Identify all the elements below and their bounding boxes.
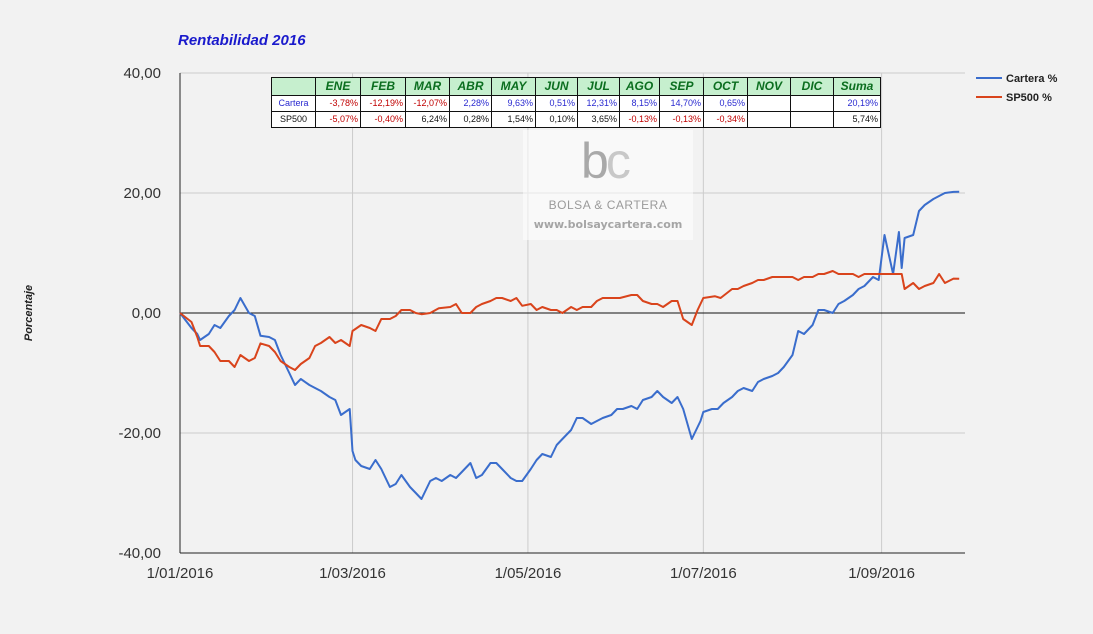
table-cell [747, 111, 791, 128]
x-tick-label: 1/05/2016 [495, 565, 562, 582]
y-tick-label: 0,00 [132, 305, 161, 322]
x-tick-label: 1/03/2016 [319, 565, 386, 582]
chart-title: Rentabilidad 2016 [178, 32, 306, 49]
table-cell: 0,10% [535, 111, 578, 128]
watermark: bc BOLSA & CARTERA www.bolsaycartera.com [523, 130, 693, 240]
table-column-header: DIC [790, 77, 834, 96]
table-cell: -12,19% [360, 95, 406, 112]
watermark-logo-b: b [581, 133, 609, 189]
table-cell: 8,15% [619, 95, 660, 112]
table-cell [790, 111, 834, 128]
table-cell: 6,24% [405, 111, 450, 128]
y-tick-label: -40,00 [118, 545, 161, 562]
table-column-header: ABR [449, 77, 492, 96]
legend: Cartera % SP500 % [976, 73, 1058, 104]
table-column-header: OCT [703, 77, 748, 96]
table-cell: 9,63% [491, 95, 536, 112]
table-cell: -0,13% [619, 111, 660, 128]
table-cell: 2,28% [449, 95, 492, 112]
table-cell: -0,13% [659, 111, 704, 128]
y-axis-label: Porcentaje [23, 285, 35, 341]
table-column-header: Suma [833, 77, 881, 96]
table-corner [271, 77, 316, 96]
legend-label: SP500 % [1006, 92, 1052, 104]
table-column-header: MAR [405, 77, 450, 96]
table-column-header: JUL [577, 77, 620, 96]
y-tick-label: 40,00 [123, 65, 161, 82]
table-cell: -0,40% [360, 111, 406, 128]
table-column-header: NOV [747, 77, 791, 96]
table-header-row: ENE FEB MAR ABR MAY JUN JUL AGO SEP OCT NOV DIC Suma [271, 77, 881, 96]
y-axis: 40,00 20,00 0,00 -20,00 -40,00 [118, 65, 181, 562]
table-cell: 1,54% [491, 111, 536, 128]
y-tick-label: 20,00 [123, 185, 161, 202]
table-row-label: SP500 [271, 111, 316, 128]
table-column-header: JUN [535, 77, 578, 96]
x-axis: 1/01/2016 1/03/2016 1/05/2016 1/07/2016 1/09… [147, 552, 965, 582]
watermark-name: BOLSA & CARTERA [548, 198, 668, 212]
returns-table: ENE FEB MAR ABR MAY JUN JUL AGO SEP OCT NOV DIC Suma… [271, 77, 881, 128]
table-row: Cartera -3,78% -12,19% -12,07% 2,28% 9,63% 0,5… [271, 95, 881, 112]
table-cell: -3,78% [315, 95, 361, 112]
table-cell [747, 95, 791, 112]
table-column-header: AGO [619, 77, 660, 96]
table-cell: -0,34% [703, 111, 748, 128]
table-cell: -5,07% [315, 111, 361, 128]
x-tick-label: 1/09/2016 [848, 565, 915, 582]
watermark-logo: bc [581, 132, 631, 190]
table-column-header: FEB [360, 77, 406, 96]
table-column-header: ENE [315, 77, 361, 96]
series-line-sp500 [179, 270, 960, 371]
x-tick-label: 1/07/2016 [670, 565, 737, 582]
watermark-logo-c: c [605, 133, 631, 189]
table-row-label: Cartera [271, 95, 316, 112]
table-column-header: SEP [659, 77, 704, 96]
table-cell: 3,65% [577, 111, 620, 128]
series-line-cartera [179, 190, 960, 500]
table-cell: 0,65% [703, 95, 748, 112]
watermark-url: www.bolsaycartera.com [533, 218, 683, 231]
table-cell: 0,28% [449, 111, 492, 128]
table-row: SP500 -5,07% -0,40% 6,24% 0,28% 1,54% 0,10% 3,6… [271, 111, 881, 128]
table-column-header: MAY [491, 77, 536, 96]
table-cell: 20,19% [833, 95, 881, 112]
table-cell: -12,07% [405, 95, 450, 112]
table-body: Cartera -3,78% -12,19% -12,07% 2,28% 9,63% 0,5… [271, 95, 881, 128]
x-tick-label: 1/01/2016 [147, 565, 214, 582]
table-cell: 5,74% [833, 111, 881, 128]
table-cell [790, 95, 834, 112]
series-layer [179, 190, 960, 500]
table-cell: 12,31% [577, 95, 620, 112]
legend-label: Cartera % [1006, 73, 1058, 85]
y-tick-label: -20,00 [118, 425, 161, 442]
table-cell: 0,51% [535, 95, 578, 112]
table-cell: 14,70% [659, 95, 704, 112]
